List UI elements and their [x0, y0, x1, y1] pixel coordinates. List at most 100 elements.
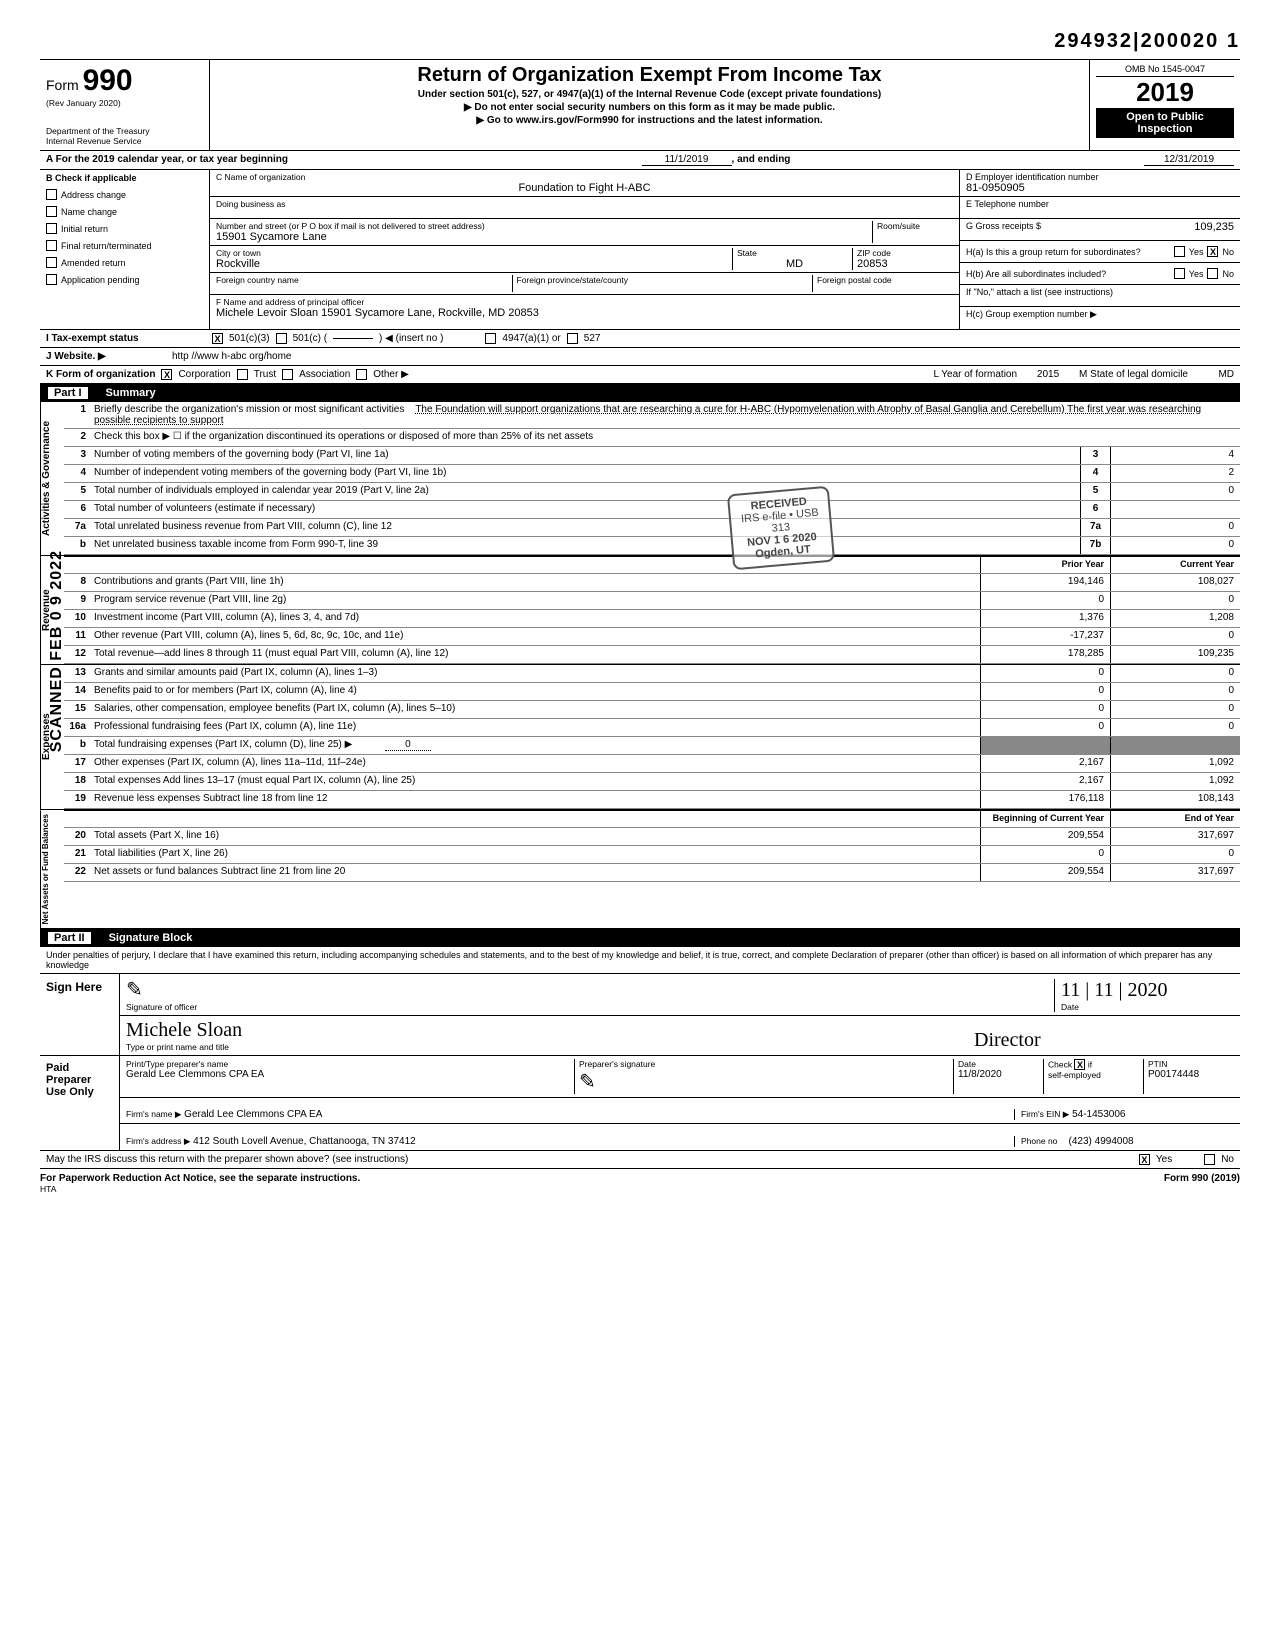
- ein-value: 81-0950905: [966, 182, 1234, 194]
- summary-line: 20Total assets (Part X, line 16)209,5543…: [64, 828, 1240, 846]
- summary-line: 11Other revenue (Part VIII, column (A), …: [64, 628, 1240, 646]
- h-a-no[interactable]: X: [1207, 246, 1218, 257]
- row-a-label: A For the 2019 calendar year, or tax yea…: [46, 154, 288, 166]
- foreign-country-label: Foreign country name: [216, 275, 512, 285]
- chk-501c[interactable]: [276, 333, 287, 344]
- phone-value: (423) 4994008: [1069, 1136, 1134, 1147]
- discuss-no[interactable]: [1204, 1154, 1215, 1165]
- chk-501c3[interactable]: X: [212, 333, 223, 344]
- discuss-yes[interactable]: X: [1139, 1154, 1150, 1165]
- form-header: Form 990 (Rev January 2020) Department o…: [40, 59, 1240, 151]
- q2-text: Check this box ▶ ☐ if the organization d…: [90, 429, 1240, 446]
- summary-line: 8Contributions and grants (Part VIII, li…: [64, 574, 1240, 592]
- tab-governance: Activities & Governance: [40, 402, 64, 555]
- state-domicile: MD: [1194, 369, 1234, 380]
- summary-line: 12Total revenue—add lines 8 through 11 (…: [64, 646, 1240, 664]
- preparer-signature: ✎: [579, 1069, 949, 1094]
- open-public-2: Inspection: [1096, 123, 1234, 135]
- tab-revenue: Revenue: [40, 556, 64, 664]
- name-title-label: Type or print name and title: [126, 1042, 974, 1052]
- row-k-label: K Form of organization: [46, 369, 155, 380]
- chk-assoc[interactable]: [282, 369, 293, 380]
- tax-year-end: 12/31/2019: [1144, 154, 1234, 166]
- row-i-label: I Tax-exempt status: [46, 333, 206, 344]
- summary-line: 18Total expenses Add lines 13–17 (must e…: [64, 773, 1240, 791]
- sign-here-label: Sign Here: [40, 974, 120, 1055]
- form-subtitle-3: ▶ Go to www.irs.gov/Form990 for instruct…: [216, 115, 1083, 126]
- org-name: Foundation to Fight H-ABC: [216, 182, 953, 194]
- chk-amended[interactable]: Amended return: [40, 254, 209, 271]
- tab-expenses: Expenses: [40, 665, 64, 809]
- summary-line: 15Salaries, other compensation, employee…: [64, 701, 1240, 719]
- chk-self-employed[interactable]: X: [1074, 1059, 1085, 1070]
- year-formation: 2015: [1023, 369, 1073, 380]
- footer-left: For Paperwork Reduction Act Notice, see …: [40, 1173, 360, 1184]
- part-2-num: Part II: [48, 932, 91, 944]
- dept-treasury: Department of the Treasury: [46, 126, 203, 136]
- h-b-no[interactable]: [1207, 268, 1218, 279]
- current-year-header: Current Year: [1110, 557, 1240, 573]
- form-subtitle-1: Under section 501(c), 527, or 4947(a)(1)…: [216, 89, 1083, 100]
- open-public-1: Open to Public: [1096, 111, 1234, 123]
- preparer-date-label: Date: [958, 1059, 1039, 1069]
- summary-line: bTotal fundraising expenses (Part IX, co…: [64, 737, 1240, 755]
- city-label: City or town: [216, 248, 732, 258]
- boy-header: Beginning of Current Year: [980, 811, 1110, 827]
- h-no-note: If "No," attach a list (see instructions…: [960, 285, 1240, 307]
- year-formation-label: L Year of formation: [933, 369, 1017, 380]
- officer-name-cursive: Michele Sloan: [126, 1019, 974, 1042]
- summary-line: 17Other expenses (Part IX, column (A), l…: [64, 755, 1240, 773]
- h-b-yes[interactable]: [1174, 268, 1185, 279]
- dba-label: Doing business as: [216, 199, 953, 209]
- part-1-header: Part I Summary: [40, 384, 1240, 402]
- state-domicile-label: M State of legal domicile: [1079, 369, 1188, 380]
- q1-label: Briefly describe the organization's miss…: [94, 404, 404, 415]
- chk-4947[interactable]: [485, 333, 496, 344]
- h-a-label: H(a) Is this a group return for subordin…: [966, 247, 1170, 257]
- firm-name-label: Firm's name ▶: [126, 1109, 181, 1119]
- addr-label: Number and street (or P O box if mail is…: [216, 221, 872, 231]
- chk-trust[interactable]: [237, 369, 248, 380]
- form-subtitle-2: ▶ Do not enter social security numbers o…: [216, 102, 1083, 113]
- summary-line: 5Total number of individuals employed in…: [64, 483, 1240, 501]
- chk-527[interactable]: [567, 333, 578, 344]
- city-value: Rockville: [216, 258, 732, 270]
- officer-value: Michele Levoir Sloan 15901 Sycamore Lane…: [216, 307, 953, 319]
- room-label: Room/suite: [877, 221, 953, 231]
- summary-line: 22Net assets or fund balances Subtract l…: [64, 864, 1240, 882]
- summary-line: 7aTotal unrelated business revenue from …: [64, 519, 1240, 537]
- summary-line: bNet unrelated business taxable income f…: [64, 537, 1240, 555]
- preparer-sig-label: Preparer's signature: [579, 1059, 949, 1069]
- chk-final-return[interactable]: Final return/terminated: [40, 237, 209, 254]
- h-a-yes[interactable]: [1174, 246, 1185, 257]
- tax-year-begin: 11/1/2019: [642, 154, 732, 166]
- chk-name-change[interactable]: Name change: [40, 203, 209, 220]
- identity-grid: B Check if applicable Address change Nam…: [40, 170, 1240, 330]
- h-b-label: H(b) Are all subordinates included?: [966, 269, 1170, 279]
- form-title: Return of Organization Exempt From Incom…: [216, 64, 1083, 87]
- ein-label: D Employer identification number: [966, 172, 1234, 182]
- summary-line: 4Number of independent voting members of…: [64, 465, 1240, 483]
- state-value: MD: [737, 258, 852, 270]
- sign-date-label: Date: [1061, 1002, 1234, 1012]
- preparer-name-label: Print/Type preparer's name: [126, 1059, 570, 1069]
- paid-preparer-block: Paid Preparer Use Only Print/Type prepar…: [40, 1056, 1240, 1151]
- tab-net-assets: Net Assets or Fund Balances: [40, 810, 64, 928]
- form-rev: (Rev January 2020): [46, 98, 203, 108]
- chk-initial-return[interactable]: Initial return: [40, 220, 209, 237]
- chk-pending[interactable]: Application pending: [40, 271, 209, 288]
- zip-value: 20853: [857, 258, 953, 270]
- chk-other[interactable]: [356, 369, 367, 380]
- state-label: State: [737, 248, 852, 258]
- chk-address-change[interactable]: Address change: [40, 186, 209, 203]
- summary-line: 13Grants and similar amounts paid (Part …: [64, 665, 1240, 683]
- website-value: http //www h-abc org/home: [172, 351, 292, 362]
- row-a-mid: , and ending: [732, 154, 791, 166]
- firm-addr: 412 South Lovell Avenue, Chattanooga, TN…: [193, 1136, 416, 1147]
- firm-ein-label: Firm's EIN ▶: [1021, 1109, 1069, 1119]
- officer-signature: ✎: [126, 977, 1054, 1002]
- chk-corp[interactable]: X: [161, 369, 172, 380]
- summary-line: 9Program service revenue (Part VIII, lin…: [64, 592, 1240, 610]
- preparer-date: 11/8/2020: [958, 1069, 1039, 1080]
- gross-value: 109,235: [1194, 221, 1234, 238]
